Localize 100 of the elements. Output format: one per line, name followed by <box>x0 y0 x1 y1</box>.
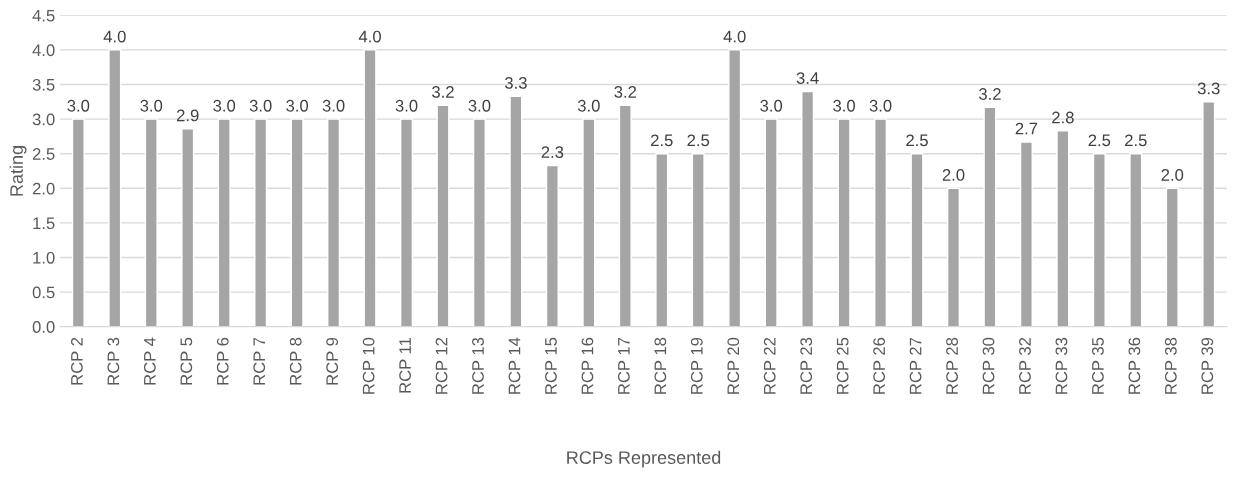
x-tick-label: RCP 16 <box>581 337 594 394</box>
y-tick-label: 3.0 <box>32 113 55 126</box>
bar <box>545 164 559 327</box>
bar <box>691 153 705 327</box>
bar <box>290 118 304 327</box>
data-label: 2.5 <box>651 134 673 147</box>
x-tick-label: RCP 11 <box>399 337 411 393</box>
data-label: 3.0 <box>760 99 783 112</box>
data-label: 3.2 <box>432 86 454 98</box>
y-tick-label: 3.5 <box>32 78 55 91</box>
x-tick-label: RCP 38 <box>1164 337 1177 394</box>
data-label: 2.0 <box>942 169 965 181</box>
x-tick-label: RCP 30 <box>982 337 995 394</box>
y-tick-label: 2.5 <box>32 148 55 160</box>
bar <box>472 118 486 327</box>
bar <box>728 49 742 327</box>
x-tick-label: RCP 12 <box>435 337 448 394</box>
x-tick-label: RCP 23 <box>800 337 813 394</box>
bar <box>983 106 997 327</box>
x-tick-label: RCP 13 <box>472 337 484 394</box>
bar <box>108 49 122 327</box>
data-label: 3.0 <box>577 99 600 112</box>
data-label: 3.0 <box>213 99 236 112</box>
y-tick-label: 0.0 <box>32 321 55 333</box>
x-tick-label: RCP 25 <box>836 337 849 394</box>
data-label: 2.3 <box>541 146 564 159</box>
x-tick-label: RCP 22 <box>763 337 776 394</box>
bar <box>655 153 669 327</box>
data-label: 3.0 <box>322 99 345 112</box>
x-tick-label: RCP 36 <box>1128 337 1141 394</box>
data-label: 4.0 <box>103 30 126 43</box>
y-tick-label: 1.5 <box>33 217 55 230</box>
bar <box>1165 187 1179 327</box>
data-label: 3.0 <box>249 99 272 112</box>
data-label: 4.0 <box>358 30 381 43</box>
x-tick-label: RCP 32 <box>1019 337 1031 394</box>
y-tick-label: 4.5 <box>32 9 55 22</box>
x-tick-label: RCP 7 <box>253 337 266 385</box>
data-label: 2.7 <box>1015 122 1038 135</box>
data-label: 3.4 <box>796 72 819 84</box>
bar <box>837 118 851 327</box>
data-label: 2.5 <box>1088 134 1111 147</box>
data-label: 3.0 <box>67 99 90 112</box>
bar <box>946 187 961 327</box>
bar <box>436 104 450 327</box>
x-tick-label: RCP 39 <box>1201 337 1214 394</box>
data-label: 3.0 <box>395 99 418 112</box>
x-tick-label: RCP 5 <box>180 337 193 385</box>
bar <box>254 118 268 327</box>
data-label: 2.0 <box>1161 169 1184 181</box>
data-label: 2.8 <box>1052 111 1074 124</box>
x-tick-label: RCP 14 <box>508 337 521 394</box>
bar <box>1129 153 1143 327</box>
x-tick-label: RCP 27 <box>909 337 922 394</box>
bar <box>1056 130 1070 327</box>
data-label: 3.2 <box>978 88 1001 100</box>
bar <box>144 118 158 327</box>
data-label: 2.5 <box>1125 134 1147 147</box>
bar <box>1092 153 1106 327</box>
x-tick-label: RCP 35 <box>1092 337 1104 394</box>
bar <box>363 49 377 327</box>
x-tick-label: RCP 6 <box>216 337 229 385</box>
x-tick-label: RCP 28 <box>946 337 958 394</box>
bar <box>399 118 414 327</box>
bar <box>764 118 778 327</box>
bar <box>618 104 632 327</box>
bar <box>874 118 888 327</box>
x-tick-label: RCP 8 <box>289 337 302 385</box>
x-tick-label: RCP 33 <box>1055 337 1068 394</box>
data-label: 4.0 <box>723 30 746 43</box>
y-tick-label: 4.0 <box>32 44 55 57</box>
x-tick-label: RCP 17 <box>617 337 630 394</box>
bar <box>181 128 195 327</box>
x-tick-label: RCP 18 <box>654 337 667 394</box>
data-label: 3.3 <box>1197 82 1220 95</box>
data-label: 2.9 <box>176 109 199 122</box>
x-tick-label: RCP 26 <box>873 337 886 394</box>
data-label: 3.2 <box>614 86 637 98</box>
bar <box>801 90 815 327</box>
y-axis-title: Rating <box>9 146 27 196</box>
data-label: 2.5 <box>906 134 928 147</box>
x-tick-label: RCP 20 <box>727 337 740 394</box>
x-axis-title: RCPs Represented <box>567 450 721 468</box>
x-tick-label: RCP 10 <box>362 337 375 394</box>
y-tick-label: 2.0 <box>32 182 55 195</box>
x-tick-label: RCP 19 <box>690 337 703 394</box>
x-tick-label: RCP 3 <box>107 337 120 385</box>
y-tick-label: 1.0 <box>33 251 55 264</box>
bar <box>509 95 523 327</box>
data-label: 3.0 <box>286 99 309 112</box>
x-tick-label: RCP 9 <box>326 337 339 385</box>
y-tick-label: 0.5 <box>32 286 55 299</box>
bar <box>327 118 341 327</box>
bar <box>582 118 596 327</box>
x-tick-label: RCP 2 <box>71 337 83 385</box>
data-label: 3.0 <box>140 99 163 112</box>
data-label: 3.0 <box>833 99 856 112</box>
data-label: 2.5 <box>687 134 710 147</box>
bar <box>217 118 231 327</box>
bar <box>1202 101 1216 327</box>
